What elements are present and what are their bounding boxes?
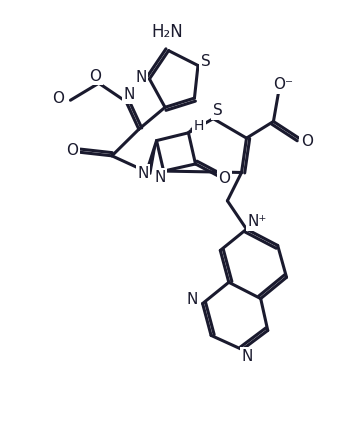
Text: O: O xyxy=(52,91,64,106)
Text: N⁺: N⁺ xyxy=(247,214,267,229)
Text: N: N xyxy=(186,292,198,308)
Text: S: S xyxy=(212,103,222,118)
Text: O: O xyxy=(66,143,78,158)
Text: N: N xyxy=(124,87,135,102)
Text: N: N xyxy=(242,349,253,364)
Text: N: N xyxy=(137,166,149,181)
Text: S: S xyxy=(201,54,211,69)
Text: O: O xyxy=(89,68,101,84)
Text: N: N xyxy=(135,70,147,85)
Text: O: O xyxy=(218,171,231,186)
Text: N: N xyxy=(154,170,166,185)
Text: O: O xyxy=(301,134,313,149)
Text: H₂N: H₂N xyxy=(151,23,183,41)
Text: O⁻: O⁻ xyxy=(273,77,293,92)
Text: H: H xyxy=(194,119,204,133)
Polygon shape xyxy=(146,141,156,174)
